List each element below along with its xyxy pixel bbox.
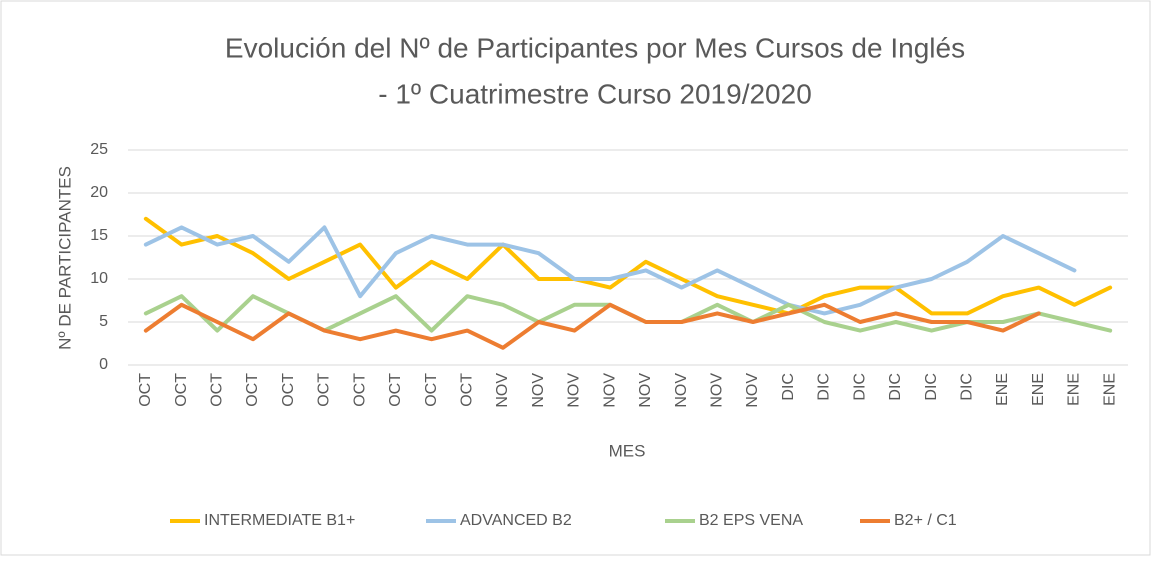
x-tick-label: NOV xyxy=(601,373,618,408)
x-tick-label: NOV xyxy=(530,373,547,408)
chart-title: Evolución del Nº de Participantes por Me… xyxy=(225,32,965,63)
x-tick-label: OCT xyxy=(459,373,476,407)
x-tick-label: OCT xyxy=(173,373,190,407)
x-tick-label: OCT xyxy=(280,373,297,407)
x-tick-label: OCT xyxy=(244,373,261,407)
x-tick-label: NOV xyxy=(566,373,583,408)
x-tick-label: DIC xyxy=(959,373,976,401)
series-line xyxy=(143,225,1077,316)
x-tick-label: ENE xyxy=(994,373,1011,406)
y-tick-label: 0 xyxy=(99,356,108,373)
y-tick-label: 25 xyxy=(90,141,108,158)
x-tick-label: OCT xyxy=(316,373,333,407)
x-tick-label: DIC xyxy=(851,373,868,401)
x-tick-label: OCT xyxy=(209,373,226,407)
y-tick-label: 20 xyxy=(90,184,108,201)
x-tick-label: NOV xyxy=(744,373,761,408)
legend-label: B2+ / C1 xyxy=(894,512,957,529)
legend-label: ADVANCED B2 xyxy=(460,512,572,529)
legend-label: INTERMEDIATE B1+ xyxy=(204,512,355,529)
x-tick-label: DIC xyxy=(816,373,833,401)
y-axis-label: Nº DE PARTICIPANTES xyxy=(55,166,74,350)
x-tick-label: OCT xyxy=(137,373,154,407)
x-tick-label: OCT xyxy=(351,373,368,407)
x-axis-label: MES xyxy=(609,441,646,460)
x-tick-label: NOV xyxy=(709,373,726,408)
x-tick-label: NOV xyxy=(637,373,654,408)
x-tick-label: OCT xyxy=(423,373,440,407)
x-tick-label: NOV xyxy=(494,373,511,408)
y-tick-label: 10 xyxy=(90,270,108,287)
series-line xyxy=(143,302,1041,350)
x-tick-label: DIC xyxy=(780,373,797,401)
y-tick-label: 5 xyxy=(99,313,108,330)
legend-label: B2 EPS VENA xyxy=(699,512,803,529)
x-tick-label: OCT xyxy=(387,373,404,407)
x-tick-label: DIC xyxy=(887,373,904,401)
x-tick-label: ENE xyxy=(1101,373,1118,406)
y-tick-label: 15 xyxy=(90,227,108,244)
x-tick-label: DIC xyxy=(923,373,940,401)
chart-subtitle: - 1º Cuatrimestre Curso 2019/2020 xyxy=(378,78,812,109)
x-tick-label: ENE xyxy=(1030,373,1047,406)
x-tick-label: NOV xyxy=(673,373,690,408)
x-tick-label: ENE xyxy=(1066,373,1083,406)
